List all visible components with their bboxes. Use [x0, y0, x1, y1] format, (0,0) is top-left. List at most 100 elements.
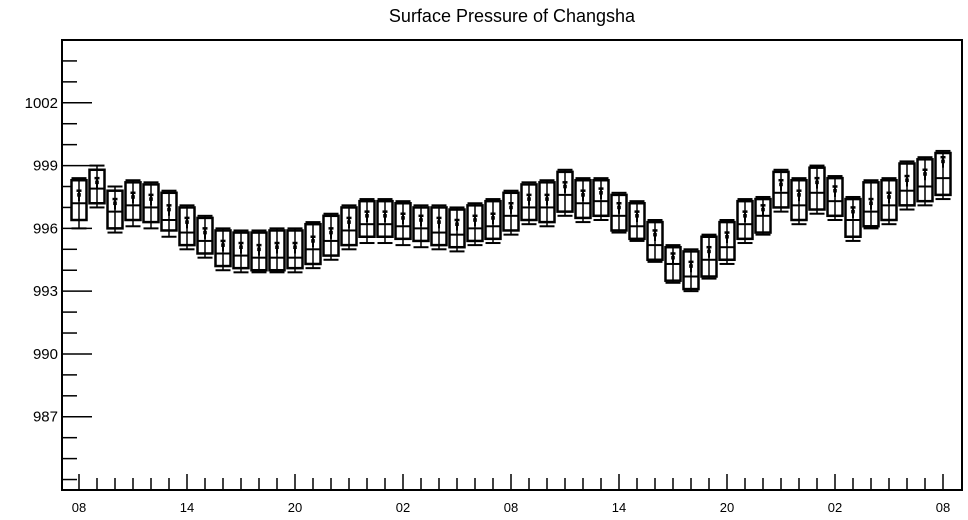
- mean-marker: [329, 230, 333, 235]
- mean-marker: [707, 249, 711, 254]
- box-3: [124, 179, 142, 228]
- y-tick-label: 990: [33, 346, 58, 363]
- mean-marker: [743, 214, 747, 218]
- mean-marker: [473, 218, 477, 222]
- mean-marker: [761, 207, 765, 212]
- box-39: [772, 168, 790, 213]
- mean-marker: [347, 220, 351, 224]
- mean-marker: [923, 172, 927, 176]
- box-37: [736, 198, 754, 245]
- box-14: [322, 212, 340, 261]
- mean-marker: [833, 188, 837, 193]
- mean-marker: [77, 193, 81, 197]
- x-tick-label: 14: [180, 500, 194, 515]
- box-5: [160, 189, 178, 238]
- box-34: [682, 248, 700, 293]
- mean-marker: [95, 180, 99, 185]
- mean-marker: [167, 207, 171, 212]
- x-tick-label: 08: [504, 500, 518, 515]
- mean-marker: [257, 247, 261, 252]
- box-45: [880, 177, 898, 226]
- box-36: [718, 219, 736, 265]
- box-13: [304, 221, 322, 270]
- mean-marker: [401, 216, 405, 220]
- mean-marker: [131, 195, 135, 199]
- mean-marker: [563, 184, 567, 189]
- box-17: [376, 198, 394, 245]
- box-32: [646, 219, 664, 263]
- box-38: [754, 195, 772, 236]
- mean-marker: [779, 182, 783, 187]
- box-21: [448, 206, 466, 253]
- mean-marker: [635, 214, 639, 218]
- box-20: [430, 204, 448, 251]
- box-48: [934, 149, 952, 201]
- mean-marker: [149, 197, 153, 201]
- mean-marker: [437, 220, 441, 224]
- box-series: [70, 149, 952, 293]
- y-tick-label: 996: [33, 220, 58, 237]
- mean-marker: [815, 180, 819, 185]
- y-tick-label: 987: [33, 409, 58, 426]
- box-18: [394, 200, 412, 247]
- mean-marker: [887, 195, 891, 199]
- mean-marker: [221, 243, 225, 247]
- box-7: [196, 214, 214, 259]
- x-tick-label: 08: [936, 500, 950, 515]
- mean-marker: [527, 197, 531, 201]
- mean-marker: [509, 205, 513, 210]
- box-16: [358, 198, 376, 245]
- box-41: [808, 164, 826, 215]
- box-6: [178, 204, 196, 251]
- mean-marker: [113, 201, 117, 206]
- box-15: [340, 204, 358, 251]
- box-30: [610, 191, 628, 234]
- mean-marker: [293, 245, 297, 250]
- plot-frame: [61, 39, 963, 491]
- mean-marker: [671, 255, 675, 260]
- mean-marker: [365, 214, 369, 218]
- box-47: [916, 156, 934, 207]
- box-4: [142, 181, 160, 230]
- mean-marker: [689, 264, 693, 268]
- y-tick-label: 1002: [25, 95, 58, 112]
- mean-marker: [869, 201, 873, 206]
- mean-marker: [311, 239, 315, 243]
- mean-marker: [239, 245, 243, 250]
- box-9: [232, 229, 250, 274]
- mean-marker: [419, 218, 423, 222]
- chart-title: Surface Pressure of Changsha: [389, 6, 636, 26]
- x-tick-label: 20: [720, 500, 734, 515]
- x-axis: 08 14 20 02 08 14 20 02 08: [72, 474, 950, 515]
- box-19: [412, 204, 430, 249]
- box-43: [844, 195, 862, 242]
- box-44: [862, 179, 880, 230]
- box-26: [538, 179, 556, 228]
- x-tick-label: 14: [612, 500, 626, 515]
- mean-marker: [797, 193, 801, 197]
- box-11: [268, 227, 286, 274]
- mean-marker: [203, 230, 207, 235]
- mean-marker: [491, 216, 495, 220]
- x-tick-label: 20: [288, 500, 302, 515]
- mean-marker: [617, 205, 621, 210]
- box-25: [520, 181, 538, 226]
- box-0: [70, 177, 88, 230]
- mean-marker: [725, 234, 729, 239]
- mean-marker: [581, 193, 585, 197]
- mean-marker: [941, 159, 945, 164]
- box-35: [700, 233, 718, 280]
- box-12: [286, 227, 304, 274]
- y-tick-label: 999: [33, 158, 58, 175]
- box-2: [106, 185, 124, 234]
- box-8: [214, 227, 232, 272]
- x-tick-label: 08: [72, 500, 86, 515]
- box-33: [664, 244, 682, 284]
- mean-marker: [275, 245, 279, 250]
- box-46: [898, 160, 916, 211]
- box-24: [502, 189, 520, 236]
- box-28: [574, 177, 592, 224]
- box-23: [484, 198, 502, 245]
- y-tick-label: 993: [33, 283, 58, 300]
